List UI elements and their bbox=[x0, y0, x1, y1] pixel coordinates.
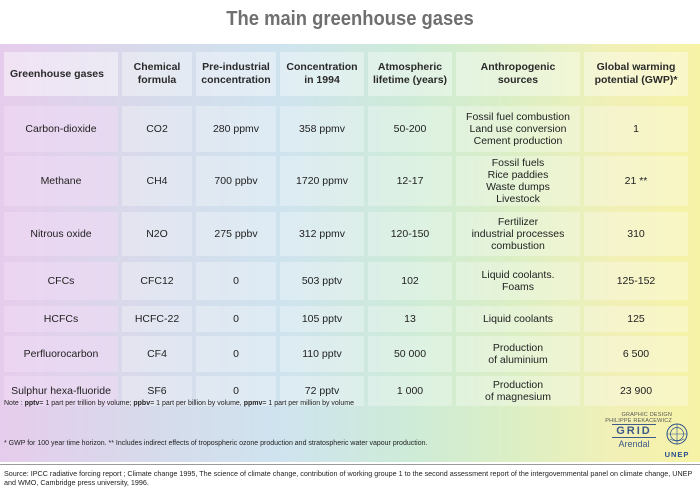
cell-conc: 312 ppmv bbox=[280, 212, 364, 256]
cell-gas: Methane bbox=[4, 156, 118, 206]
cell-gwp: 125 bbox=[584, 306, 688, 332]
cell-pre: 280 ppmv bbox=[196, 106, 276, 152]
page-title: The main greenhouse gases bbox=[226, 8, 474, 30]
cell-formula: SF6 bbox=[122, 376, 192, 406]
cell-gwp: 310 bbox=[584, 212, 688, 256]
cell-life: 120-150 bbox=[368, 212, 452, 256]
cell-formula: CH4 bbox=[122, 156, 192, 206]
cell-gwp: 21 ** bbox=[584, 156, 688, 206]
cell-conc: 503 pptv bbox=[280, 262, 364, 300]
cell-pre: 0 bbox=[196, 262, 276, 300]
cell-sources: Liquid coolants bbox=[456, 306, 580, 332]
cell-conc: 72 pptv bbox=[280, 376, 364, 406]
gwp-note: * GWP for 100 year time horizon. ** Incl… bbox=[4, 440, 428, 447]
unep-logo: UNEP bbox=[662, 423, 692, 459]
cell-gas: Sulphur hexa-fluoride bbox=[4, 376, 118, 406]
cell-formula: CFC12 bbox=[122, 262, 192, 300]
units-note: Note : pptv= 1 part per trillion by volu… bbox=[4, 400, 354, 407]
cell-sources: Fossil fuel combustion Land use conversio… bbox=[456, 106, 580, 152]
cell-life: 1 000 bbox=[368, 376, 452, 406]
design-credit: GRAPHIC DESIGN PHILIPPE REKACEWICZ bbox=[605, 412, 672, 425]
table-row: HCFCs HCFC-22 0 105 pptv 13 Liquid coolants 12… bbox=[0, 306, 700, 332]
cell-formula: HCFC-22 bbox=[122, 306, 192, 332]
cell-life: 13 bbox=[368, 306, 452, 332]
column-header-pre: Pre-industrial concentration bbox=[196, 52, 276, 96]
cell-formula: N2O bbox=[122, 212, 192, 256]
column-header-sources: Anthropogenic sources bbox=[456, 52, 580, 96]
source-citation: Source: IPCC radiative forcing report ; … bbox=[0, 466, 700, 494]
column-header-gas: Greenhouse gases bbox=[4, 52, 118, 96]
cell-formula: CF4 bbox=[122, 336, 192, 372]
table-row: Nitrous oxide N2O 275 ppbv 312 ppmv 120-150 F… bbox=[0, 212, 700, 256]
cell-life: 50 000 bbox=[368, 336, 452, 372]
table-row: CFCs CFC12 0 503 pptv 102 Liquid coolants. Foa… bbox=[0, 262, 700, 300]
grid-arendal-logo: GRID Arendal bbox=[612, 424, 656, 449]
cell-life: 50-200 bbox=[368, 106, 452, 152]
grid-wordmark: GRID bbox=[612, 424, 656, 438]
cell-gas: Perfluorocarbon bbox=[4, 336, 118, 372]
cell-pre: 275 ppbv bbox=[196, 212, 276, 256]
cell-gas: Carbon-dioxide bbox=[4, 106, 118, 152]
cell-life: 12-17 bbox=[368, 156, 452, 206]
table-row: Carbon-dioxide CO2 280 ppmv 358 ppmv 50-200 F… bbox=[0, 106, 700, 152]
cell-sources: Fertilizer industrial processes combustion bbox=[456, 212, 580, 256]
cell-pre: 0 bbox=[196, 336, 276, 372]
un-emblem-icon bbox=[666, 423, 688, 445]
table-row: Methane CH4 700 ppbv 1720 ppmv 12-17 Fossil f… bbox=[0, 156, 700, 206]
cell-conc: 1720 ppmv bbox=[280, 156, 364, 206]
cell-gwp: 1 bbox=[584, 106, 688, 152]
table-row: Sulphur hexa-fluoride SF6 0 72 pptv 1 000 Pro… bbox=[0, 376, 700, 406]
cell-sources: Production of aluminium bbox=[456, 336, 580, 372]
cell-pre: 700 ppbv bbox=[196, 156, 276, 206]
cell-sources: Production of magnesium bbox=[456, 376, 580, 406]
column-header-formula: Chemical formula bbox=[122, 52, 192, 96]
divider bbox=[0, 464, 700, 465]
cell-conc: 105 pptv bbox=[280, 306, 364, 332]
arendal-wordmark: Arendal bbox=[618, 439, 650, 449]
cell-gas: HCFCs bbox=[4, 306, 118, 332]
cell-life: 102 bbox=[368, 262, 452, 300]
cell-sources: Fossil fuels Rice paddies Waste dumps Lives… bbox=[456, 156, 580, 206]
column-header-life: Atmospheric lifetime (years) bbox=[368, 52, 452, 96]
cell-gas: CFCs bbox=[4, 262, 118, 300]
cell-pre: 0 bbox=[196, 306, 276, 332]
column-header-conc: Concentration in 1994 bbox=[280, 52, 364, 96]
cell-gas: Nitrous oxide bbox=[4, 212, 118, 256]
column-header-gwp: Global warming potential (GWP)* bbox=[584, 52, 688, 96]
cell-gwp: 125-152 bbox=[584, 262, 688, 300]
table-row: Perfluorocarbon CF4 0 110 pptv 50 000 Product… bbox=[0, 336, 700, 372]
cell-gwp: 23 900 bbox=[584, 376, 688, 406]
cell-formula: CO2 bbox=[122, 106, 192, 152]
cell-pre: 0 bbox=[196, 376, 276, 406]
cell-conc: 358 ppmv bbox=[280, 106, 364, 152]
cell-sources: Liquid coolants. Foams bbox=[456, 262, 580, 300]
unep-wordmark: UNEP bbox=[664, 450, 690, 459]
cell-conc: 110 pptv bbox=[280, 336, 364, 372]
cell-gwp: 6 500 bbox=[584, 336, 688, 372]
